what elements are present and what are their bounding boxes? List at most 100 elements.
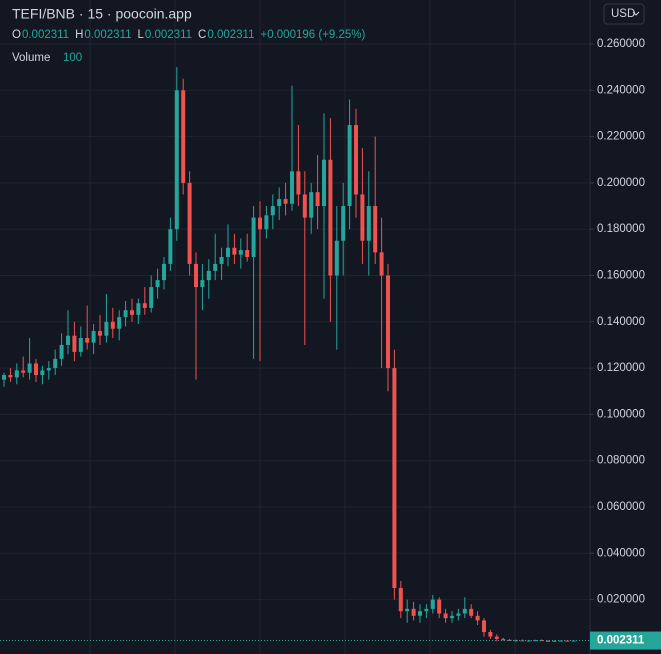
candle-body — [462, 608, 467, 614]
candle-body — [251, 217, 256, 257]
candle-body — [469, 608, 474, 616]
candle-body — [347, 125, 352, 207]
candle-body — [187, 182, 192, 264]
candle-body — [296, 171, 301, 195]
candle-body — [360, 194, 365, 241]
candle-body — [334, 240, 339, 276]
candle-body — [21, 370, 26, 373]
candle-body — [558, 640, 563, 642]
y-tick-label: 0.260000 — [597, 38, 645, 50]
y-tick-label: 0.120000 — [597, 362, 645, 374]
candle-body — [392, 368, 397, 589]
candle-body — [238, 250, 243, 255]
candle-body — [270, 206, 275, 216]
y-tick-label: 0.080000 — [597, 455, 645, 467]
volume-label: Volume — [12, 52, 50, 64]
candle-body — [302, 194, 307, 218]
y-tick-label: 0.140000 — [597, 316, 645, 328]
y-tick-label: 0.220000 — [597, 131, 645, 143]
currency-label[interactable]: USD — [611, 8, 635, 20]
candle-body — [34, 363, 38, 376]
grid — [0, 43, 590, 601]
candle-body — [315, 192, 320, 207]
candle-body — [322, 159, 326, 207]
chart-title: TEFI/BNB · 15 · poocoin.app — [12, 6, 192, 22]
candle-body — [136, 303, 141, 315]
last-price-box — [590, 631, 661, 650]
candle-body — [130, 310, 134, 315]
candle-body — [162, 263, 166, 281]
candle-body — [98, 331, 102, 336]
candle-body — [110, 321, 115, 329]
y-tick-label: 0.060000 — [597, 501, 645, 513]
ohlc-legend: O 0.002311 H 0.002311 L 0.002311 C 0.002311 +0.0… — [12, 29, 366, 41]
candle-body — [411, 608, 416, 616]
candles — [0, 67, 590, 642]
candle-body — [437, 599, 442, 614]
candle-body — [59, 344, 64, 359]
y-tick-label: 0.160000 — [597, 270, 645, 282]
candle-body — [168, 229, 173, 264]
candle-body — [264, 215, 269, 230]
candle-body — [386, 275, 390, 369]
candle-body — [104, 321, 109, 336]
candle-body — [366, 206, 371, 241]
candle-body — [174, 90, 179, 230]
candle-body — [245, 250, 250, 257]
candle-body — [424, 608, 429, 612]
y-tick-label: 0.020000 — [597, 594, 645, 606]
candle-body — [277, 199, 282, 207]
ohlc-key: L — [138, 29, 145, 41]
candle-body — [27, 363, 32, 373]
y-tick-label: 0.200000 — [597, 177, 645, 189]
candle-body — [181, 90, 186, 183]
ohlc-value: 0.002311 — [207, 29, 254, 41]
y-tick-label: 0.180000 — [597, 223, 645, 235]
y-tick-label: 0.040000 — [597, 547, 645, 559]
candle-body — [290, 171, 294, 204]
candle-body — [494, 636, 499, 639]
candle-body — [200, 280, 205, 288]
candle-body — [328, 159, 333, 276]
candle-body — [226, 247, 230, 257]
candle-body — [91, 331, 96, 343]
candle-body — [283, 199, 288, 204]
candle-body — [155, 280, 160, 288]
candle-body — [8, 375, 13, 378]
candle-body — [456, 613, 461, 616]
ohlc-change: +0.000196 (+9.25%) — [260, 29, 365, 41]
candle-body — [53, 358, 58, 369]
candle-body — [405, 608, 410, 612]
dropdown-arrow — [632, 11, 640, 16]
candle-body — [206, 270, 211, 281]
candle-body — [507, 639, 512, 641]
candle-body — [450, 615, 454, 619]
candle-body — [213, 263, 218, 271]
candle-body — [488, 632, 493, 637]
candle-body — [341, 206, 346, 241]
candle-body — [379, 252, 384, 276]
candle-body — [482, 620, 486, 633]
ohlc-key: O — [12, 29, 21, 41]
candle-body — [194, 263, 198, 288]
candle-body — [123, 310, 128, 318]
candle-body — [501, 638, 506, 640]
candle-body — [117, 317, 122, 329]
candle-body — [398, 588, 403, 612]
ohlc-value: 0.002311 — [145, 29, 192, 41]
ohlc-value: 0.002311 — [22, 29, 69, 41]
candle-body — [78, 337, 83, 352]
price-axis: 0.020000 0.040000 0.060000 0.080000 0.100000… — [590, 38, 645, 606]
candle-body — [552, 640, 557, 642]
volume-value: 100 — [63, 52, 82, 64]
candle-body — [85, 337, 90, 343]
candle-body — [565, 640, 570, 642]
candle-body — [142, 303, 147, 308]
ohlc-key: C — [198, 29, 206, 41]
candle-body — [533, 640, 538, 642]
currency-button[interactable] — [603, 3, 645, 25]
candle-body — [354, 125, 358, 195]
